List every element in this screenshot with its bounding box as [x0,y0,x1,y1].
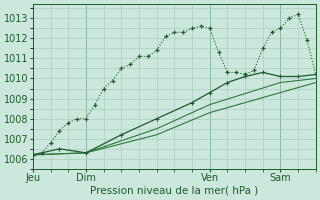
X-axis label: Pression niveau de la mer( hPa ): Pression niveau de la mer( hPa ) [90,186,259,196]
